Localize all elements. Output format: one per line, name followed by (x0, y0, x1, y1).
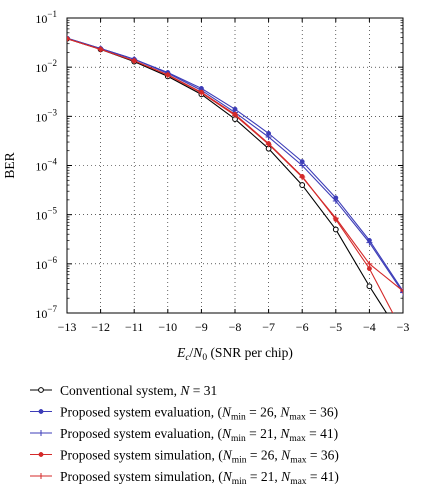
x-tick-label: −10 (158, 320, 177, 334)
legend-item: Proposed system evaluation, (Nmin = 26, … (30, 405, 338, 423)
x-tick-label: −13 (58, 320, 77, 334)
data-point (400, 289, 403, 296)
data-point (265, 141, 272, 148)
y-tick-label: 10−1 (35, 9, 57, 26)
series-0 (67, 35, 406, 341)
legend-marker (38, 409, 44, 414)
data-point (131, 57, 138, 64)
x-tick-label: −9 (195, 320, 208, 334)
legend-label: Proposed system evaluation, (Nmin = 21, … (60, 426, 338, 444)
data-point (198, 89, 205, 96)
data-point (265, 133, 272, 140)
x-axis: −13 −12 −11 −10 −9 −8 −7 −6 −5 −4 −3 (58, 18, 410, 334)
data-point (232, 112, 238, 119)
data-point (97, 46, 104, 53)
data-point (366, 260, 373, 267)
data-point (401, 336, 406, 341)
data-point (299, 162, 306, 169)
data-point (332, 215, 339, 222)
y-tick-label: 10−7 (35, 304, 57, 321)
legend-marker (38, 430, 44, 436)
legend-item: Proposed system evaluation, (Nmin = 21, … (30, 426, 338, 444)
y-tick-label: 10−4 (35, 157, 57, 174)
series-line (67, 37, 403, 292)
series-group (67, 35, 406, 341)
x-tick-label: −8 (229, 320, 242, 334)
data-point (299, 182, 306, 188)
legend-marker (38, 452, 44, 457)
data-point (366, 266, 372, 272)
x-tick-label: −7 (262, 320, 275, 334)
data-point (332, 226, 339, 233)
grid-lines (67, 18, 403, 313)
legend-label: Proposed system evaluation, (Nmin = 26, … (60, 405, 338, 423)
legend-marker (38, 387, 44, 393)
y-axis: 10−7 10−6 10−5 10−4 10−3 10−2 10−1 (35, 9, 403, 321)
legend-label: Proposed system simulation, (Nmin = 26, … (60, 448, 339, 466)
x-tick-label: −3 (397, 320, 410, 334)
legend-item: Proposed system simulation, (Nmin = 21, … (30, 469, 339, 487)
data-point (366, 239, 373, 246)
x-axis-title: Ec/N0 (SNR per chip) (176, 345, 293, 363)
legend-label: Proposed system simulation, (Nmin = 21, … (60, 469, 339, 487)
data-point (299, 174, 306, 181)
data-point (67, 35, 70, 42)
legend-label: Conventional system, N = 31 (60, 383, 217, 398)
legend-item: Proposed system simulation, (Nmin = 26, … (30, 448, 339, 466)
series-line (67, 38, 388, 313)
data-point (366, 283, 373, 290)
y-tick-label: 10−6 (35, 255, 57, 272)
x-tick-label: −6 (296, 320, 309, 334)
legend: Conventional system, N = 31 Proposed syst… (30, 383, 339, 487)
legend-marker (38, 473, 44, 479)
data-point (400, 288, 403, 295)
series-line (67, 38, 403, 292)
y-tick-label: 10−3 (35, 107, 57, 124)
x-tick-label: −12 (91, 320, 110, 334)
x-tick-label: −5 (329, 320, 342, 334)
series-4 (67, 35, 403, 295)
y-axis-title: BER (2, 152, 17, 178)
y-tick-label: 10−2 (35, 58, 57, 75)
x-tick-label: −4 (363, 320, 376, 334)
data-point (164, 72, 171, 79)
x-tick-label: −11 (125, 320, 143, 334)
data-point (332, 197, 339, 204)
legend-item: Conventional system, N = 31 (30, 383, 217, 398)
y-tick-label: 10−5 (35, 206, 57, 223)
